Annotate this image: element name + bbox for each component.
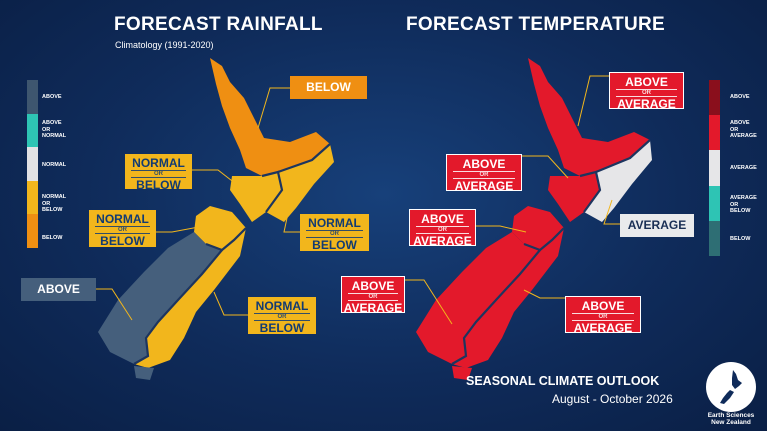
rainfall-label-north-north: BELOW bbox=[290, 76, 367, 99]
temperature-legend-swatch-3 bbox=[709, 186, 720, 221]
rainfall-label-north-west: NORMAL OR BELOW bbox=[125, 154, 192, 192]
temperature-legend-label-2: AVERAGE bbox=[730, 165, 757, 171]
rainfall-map bbox=[96, 58, 334, 380]
rainfall-label-north-east-alt: BELOW bbox=[312, 238, 357, 252]
nz-silhouette-icon bbox=[720, 370, 742, 404]
temperature-label-north-north-main: ABOVE bbox=[625, 75, 668, 89]
rainfall-label-south-east: NORMAL OR BELOW bbox=[248, 297, 316, 334]
temperature-legend-swatch-2 bbox=[709, 150, 720, 186]
rainfall-label-north-east: NORMAL OR BELOW bbox=[300, 214, 369, 251]
temperature-label-north-north: ABOVE OR AVERAGE bbox=[609, 72, 684, 111]
rainfall-label-north-east-or: OR bbox=[306, 230, 363, 238]
rainfall-legend bbox=[27, 80, 38, 248]
rainfall-label-south-north: NORMAL OR BELOW bbox=[89, 210, 156, 247]
rainfall-stewart-island bbox=[134, 366, 154, 380]
rainfall-label-south-north-main: NORMAL bbox=[96, 212, 149, 226]
rainfall-label-north-west-or: OR bbox=[131, 170, 186, 178]
temperature-region-north-west bbox=[548, 172, 600, 222]
temperature-legend-label-4: BELOW bbox=[730, 236, 751, 242]
temperature-region-north-north bbox=[528, 58, 650, 176]
temperature-region-south-west bbox=[416, 232, 540, 364]
temperature-label-south-north-main: ABOVE bbox=[421, 212, 464, 226]
temperature-label-north-east: AVERAGE bbox=[620, 214, 694, 237]
rainfall-legend-label-0: ABOVE bbox=[42, 94, 62, 100]
rainfall-region-south-west bbox=[98, 232, 222, 364]
outlook-title: SEASONAL CLIMATE OUTLOOK bbox=[466, 374, 660, 388]
temperature-legend-swatch-1 bbox=[709, 115, 720, 150]
temperature-title: FORECAST TEMPERATURE bbox=[406, 14, 665, 35]
rainfall-legend-swatch-2 bbox=[27, 147, 38, 181]
temperature-label-north-west-or: OR bbox=[453, 171, 515, 179]
rainfall-label-south-east-alt: BELOW bbox=[259, 321, 305, 335]
temperature-label-north-east-text: AVERAGE bbox=[627, 218, 687, 232]
logo-text-line1: Earth Sciences bbox=[707, 412, 755, 419]
logo-text: Earth Sciences New Zealand bbox=[698, 412, 764, 426]
rainfall-legend-swatch-3 bbox=[27, 181, 38, 214]
temperature-label-north-west-alt: AVERAGE bbox=[454, 179, 514, 193]
temperature-label-south-west-or: OR bbox=[348, 293, 398, 301]
temperature-label-south-west-main: ABOVE bbox=[351, 279, 395, 293]
temperature-legend-swatch-0 bbox=[709, 80, 720, 115]
rainfall-legend-swatch-0 bbox=[27, 80, 38, 114]
temperature-label-south-west: ABOVE OR AVERAGE bbox=[341, 276, 405, 315]
temperature-label-north-west: ABOVE OR AVERAGE bbox=[446, 154, 522, 193]
rainfall-label-north-west-main: NORMAL bbox=[132, 156, 185, 170]
rainfall-title: FORECAST RAINFALL bbox=[114, 14, 323, 35]
temperature-map bbox=[405, 58, 652, 380]
rainfall-legend-label-3: NORMAL OR BELOW bbox=[42, 194, 67, 213]
rainfall-label-north-west-alt: BELOW bbox=[136, 178, 181, 192]
temperature-label-south-east: ABOVE OR AVERAGE bbox=[565, 296, 641, 335]
temperature-label-south-east-or: OR bbox=[572, 313, 634, 321]
temperature-label-south-north-alt: AVERAGE bbox=[413, 234, 472, 248]
rainfall-label-north-east-main: NORMAL bbox=[308, 216, 361, 230]
rainfall-region-north-west bbox=[230, 172, 282, 222]
temperature-legend-swatch-4 bbox=[709, 221, 720, 256]
temperature-region-north-east bbox=[584, 140, 652, 222]
rainfall-legend-swatch-1 bbox=[27, 114, 38, 147]
temperature-label-south-west-alt: AVERAGE bbox=[343, 301, 403, 315]
rainfall-label-south-east-main: NORMAL bbox=[255, 299, 309, 313]
temperature-region-south-north bbox=[512, 206, 564, 250]
temperature-label-south-north: ABOVE OR AVERAGE bbox=[409, 209, 476, 248]
temperature-legend-label-1: ABOVE OR AVERAGE bbox=[730, 120, 757, 139]
temperature-legend bbox=[709, 80, 720, 256]
temperature-label-north-north-alt: AVERAGE bbox=[617, 97, 676, 111]
temperature-stewart-island bbox=[452, 366, 472, 380]
rainfall-label-south-east-or: OR bbox=[254, 313, 310, 321]
rainfall-label-south-north-or: OR bbox=[95, 226, 150, 234]
temperature-label-north-north-or: OR bbox=[616, 89, 677, 97]
temperature-label-north-west-main: ABOVE bbox=[462, 157, 506, 171]
temperature-label-south-east-alt: AVERAGE bbox=[573, 321, 633, 335]
rainfall-region-south-north bbox=[194, 206, 246, 250]
rainfall-legend-swatch-4 bbox=[27, 214, 38, 248]
temperature-label-south-north-or: OR bbox=[416, 226, 469, 234]
rainfall-label-south-west: ABOVE bbox=[21, 278, 96, 301]
logo-text-line2: New Zealand bbox=[711, 419, 751, 426]
rainfall-legend-label-1: ABOVE OR NORMAL bbox=[42, 120, 67, 139]
rainfall-label-south-north-alt: BELOW bbox=[100, 234, 145, 248]
rainfall-legend-label-4: BELOW bbox=[42, 235, 63, 241]
rainfall-region-north-east bbox=[266, 144, 334, 222]
outlook-period: August - October 2026 bbox=[552, 392, 673, 406]
rainfall-label-north-north-text: BELOW bbox=[306, 80, 351, 94]
rainfall-region-south-east bbox=[134, 228, 246, 368]
rainfall-legend-label-2: NORMAL bbox=[42, 162, 67, 168]
temperature-label-south-east-main: ABOVE bbox=[581, 299, 625, 313]
rainfall-subtitle: Climatology (1991-2020) bbox=[115, 40, 214, 50]
temperature-region-south-east bbox=[452, 228, 564, 368]
rainfall-label-south-west-text: ABOVE bbox=[37, 282, 80, 296]
temperature-legend-label-0: ABOVE bbox=[730, 94, 750, 100]
earth-sciences-logo bbox=[706, 362, 756, 412]
temperature-legend-label-3: AVERAGE OR BELOW bbox=[730, 195, 757, 214]
rainfall-region-north-north bbox=[210, 58, 330, 176]
